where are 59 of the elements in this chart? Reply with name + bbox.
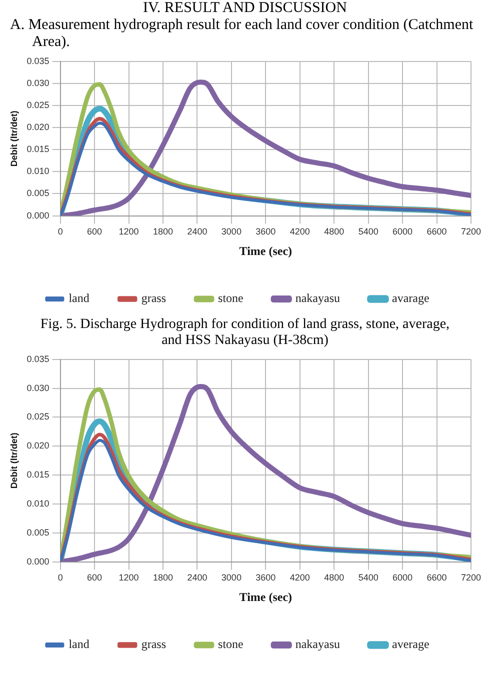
y-tick-label: 0.010 — [26, 498, 50, 508]
x-tick-label: 3000 — [221, 226, 242, 237]
x-tick-label: 4800 — [324, 226, 344, 237]
x-tick-label: 3000 — [221, 572, 242, 583]
legend-label: average — [392, 637, 430, 652]
caption: Fig. 5. Discharge Hydrograph for condition of land grass, stone, average, and HSS Nakayasu (H-38cm) — [39, 316, 451, 350]
x-tick-label: 4200 — [290, 572, 310, 583]
x-tick-label: 5400 — [358, 226, 378, 237]
y-axis-title: Debit (ltr/det) — [8, 110, 19, 167]
x-tick-label: 600 — [87, 572, 102, 583]
x-tick-label: 6000 — [392, 226, 413, 237]
legend-label: land — [68, 637, 90, 652]
x-tick-label: 6600 — [426, 572, 447, 583]
y-tick-label: 0.005 — [26, 188, 50, 198]
x-axis-title: Time (sec) — [239, 590, 292, 604]
x-tick-label: 3600 — [256, 226, 276, 237]
y-axis-title: Debit (ltr/det) — [8, 432, 19, 489]
x-tick-label: 1800 — [152, 226, 174, 237]
y-tick-label: 0.020 — [26, 440, 50, 451]
legend-label: avarage — [392, 291, 430, 306]
y-tick-label: 0.020 — [26, 122, 50, 132]
legend-label: nakayasu — [295, 637, 340, 652]
y-tick-label: 0.010 — [26, 166, 50, 176]
legend-label: stone — [218, 637, 244, 652]
x-tick-label: 7200 — [460, 226, 482, 237]
x-tick-label: 1200 — [118, 226, 139, 237]
x-tick-label: 600 — [87, 226, 102, 237]
x-tick-label: 4800 — [324, 572, 344, 583]
x-axis-title: Time (sec) — [239, 244, 292, 258]
chart-title: IV. RESULT AND DISCUSSION — [142, 0, 348, 17]
legend-label: land — [68, 291, 90, 306]
x-tick-label: 3600 — [256, 572, 276, 583]
y-tick-label: 0.030 — [26, 78, 50, 88]
x-tick-label: 1800 — [152, 572, 174, 583]
x-tick-label: 7200 — [460, 572, 482, 583]
x-tick-label: 2400 — [187, 226, 208, 237]
y-tick-label: 0.000 — [26, 556, 50, 566]
y-tick-label: 0.030 — [26, 382, 50, 393]
y-tick-label: 0.000 — [26, 210, 50, 220]
y-tick-label: 0.035 — [26, 354, 50, 364]
x-tick-label: 2400 — [187, 572, 208, 583]
x-tick-label: 0 — [58, 226, 63, 237]
x-tick-label: 5400 — [358, 572, 378, 583]
legend-label: nakayasu — [295, 291, 340, 306]
y-tick-label: 0.005 — [26, 527, 50, 538]
y-tick-label: 0.015 — [26, 144, 50, 154]
legend-label: grass — [141, 291, 166, 306]
x-tick-label: 6600 — [426, 226, 447, 237]
x-tick-label: 4200 — [290, 226, 310, 237]
chart-subtitle: A. Measurement hydrograph result for each land cover condition (Catchment Area). — [9, 17, 474, 52]
x-tick-label: 1200 — [118, 572, 139, 583]
y-tick-label: 0.015 — [26, 470, 50, 480]
legend-label: stone — [218, 291, 244, 306]
x-tick-label: 6000 — [392, 572, 413, 583]
x-tick-label: 0 — [58, 572, 63, 583]
y-tick-label: 0.025 — [26, 412, 50, 422]
y-tick-label: 0.025 — [26, 100, 50, 110]
legend-label: grass — [141, 637, 166, 652]
y-tick-label: 0.035 — [26, 56, 50, 66]
